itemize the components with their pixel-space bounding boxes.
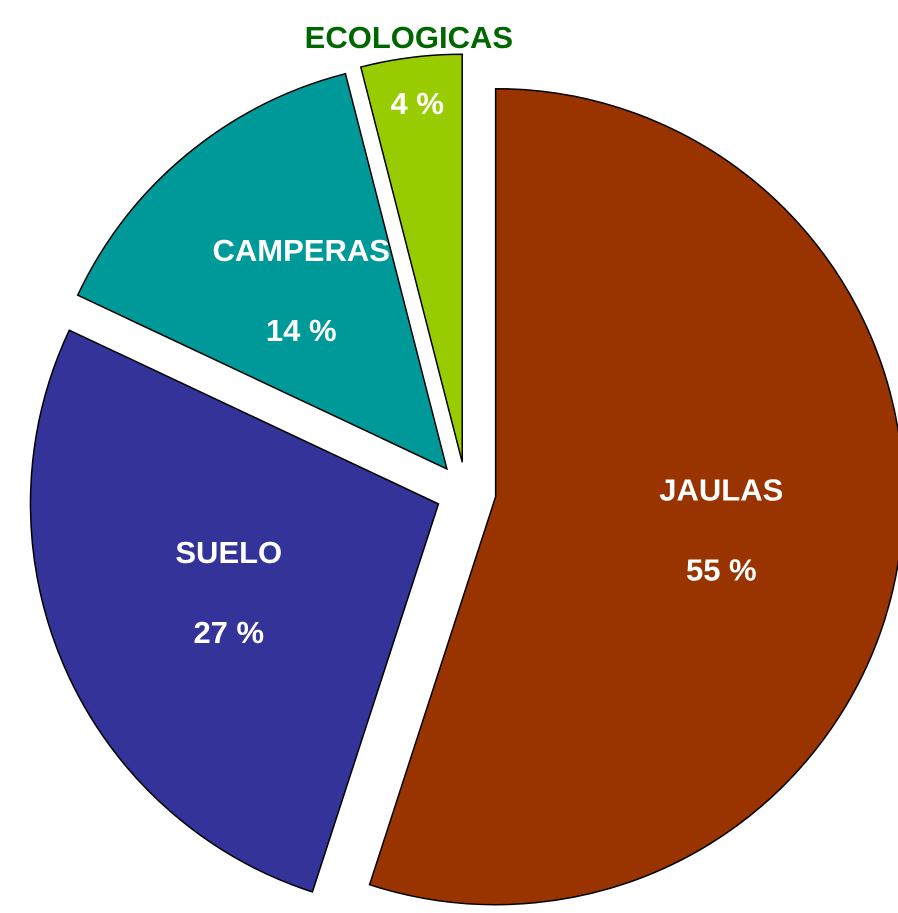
slice-value-label: 55 % <box>686 553 757 588</box>
slice-category-label: SUELO <box>175 535 282 570</box>
pie-slice <box>76 72 448 471</box>
pie-slice <box>368 87 898 906</box>
slice-value-label: 14 % <box>266 313 337 348</box>
pie-slice <box>359 53 463 463</box>
slice-category-label: CAMPERAS <box>213 233 390 268</box>
slice-value-label: 4 % <box>391 86 444 121</box>
slice-category-label: ECOLOGICAS <box>305 20 513 55</box>
slice-category-label: JAULAS <box>659 473 783 508</box>
pie-slice <box>29 329 440 893</box>
slice-value-label: 27 % <box>193 615 264 650</box>
